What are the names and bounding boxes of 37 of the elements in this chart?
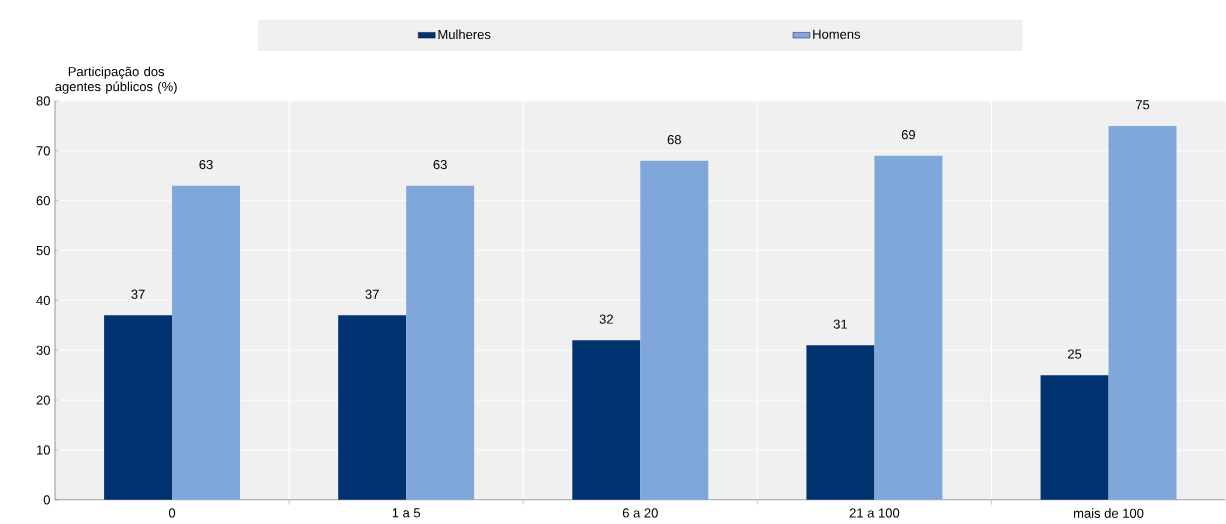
bar xyxy=(1108,125,1177,500)
legend-label: Mulheres xyxy=(438,29,491,40)
y-tick-label: 20 xyxy=(36,395,50,405)
data-label: 63 xyxy=(433,160,447,170)
bar xyxy=(104,315,173,500)
bar xyxy=(874,155,943,500)
bar xyxy=(572,340,641,500)
bar xyxy=(1040,375,1109,500)
x-tick-label: mais de 100 xyxy=(1074,508,1144,518)
x-tick-label: 21 a 100 xyxy=(849,508,900,518)
y-tick-label: 80 xyxy=(36,96,50,106)
y-tick-label: 60 xyxy=(36,196,50,206)
bar xyxy=(640,160,709,500)
x-tick-label: 0 xyxy=(168,508,176,518)
y-axis-title: Participação dos agentes públicos (%) xyxy=(55,66,177,94)
data-label: 37 xyxy=(131,289,145,299)
data-label: 68 xyxy=(667,135,681,145)
x-tick-label: 6 a 20 xyxy=(622,508,658,518)
data-label: 69 xyxy=(901,130,916,140)
data-label: 25 xyxy=(1067,349,1082,359)
data-label: 32 xyxy=(599,314,613,324)
bar xyxy=(338,315,407,500)
x-tick-label: 1 a 5 xyxy=(392,508,421,518)
data-label: 31 xyxy=(833,319,848,329)
bar xyxy=(806,345,875,500)
bar xyxy=(172,185,241,500)
data-label: 63 xyxy=(199,160,213,170)
bar xyxy=(406,185,475,500)
y-tick-label: 70 xyxy=(36,146,50,156)
y-tick-label: 0 xyxy=(43,495,50,505)
legend-label: Homens xyxy=(813,29,861,39)
y-tick-label: 30 xyxy=(36,345,50,355)
data-label: 37 xyxy=(365,289,379,299)
y-tick-label: 40 xyxy=(36,295,50,306)
y-tick-label: 10 xyxy=(36,445,50,455)
y-tick-label: 50 xyxy=(36,246,50,256)
data-label: 75 xyxy=(1135,100,1150,110)
